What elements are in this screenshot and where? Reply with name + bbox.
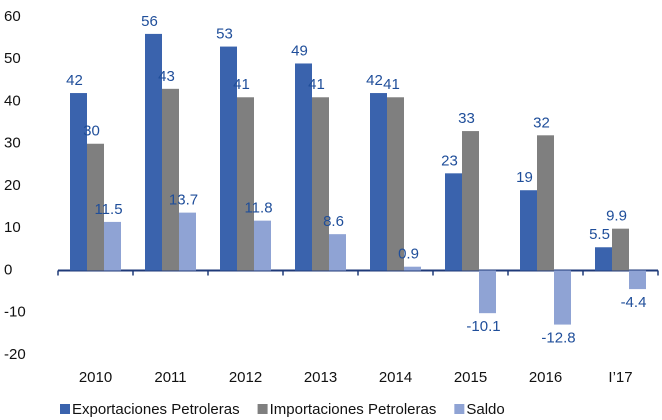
bar bbox=[479, 270, 496, 314]
x-tick-label: 2013 bbox=[304, 369, 337, 386]
y-tick-label: 60 bbox=[4, 8, 21, 25]
y-tick-label: 30 bbox=[4, 135, 21, 152]
bar bbox=[179, 212, 196, 271]
bar bbox=[595, 247, 612, 271]
value-label: 9.9 bbox=[606, 208, 627, 225]
bar bbox=[162, 88, 179, 271]
bar bbox=[295, 63, 312, 271]
x-tick-label: 2014 bbox=[379, 369, 412, 386]
value-label: 49 bbox=[291, 42, 308, 59]
y-tick-label: -20 bbox=[4, 346, 26, 363]
x-tick-label: 2010 bbox=[79, 369, 112, 386]
legend-label: Importaciones Petroleras bbox=[270, 401, 437, 418]
legend-swatch bbox=[60, 404, 70, 414]
value-label: 41 bbox=[233, 76, 250, 93]
bar bbox=[104, 221, 121, 271]
bar bbox=[520, 190, 537, 271]
y-tick-label: 40 bbox=[4, 92, 21, 109]
value-label: 56 bbox=[141, 13, 158, 30]
y-tick-label: -10 bbox=[4, 304, 26, 321]
bar bbox=[387, 97, 404, 271]
bar bbox=[220, 46, 237, 271]
value-label: 5.5 bbox=[589, 226, 610, 243]
bar bbox=[537, 135, 554, 271]
x-tick-label: I’17 bbox=[608, 369, 632, 386]
bar bbox=[87, 143, 104, 271]
value-label: -4.4 bbox=[621, 294, 647, 311]
bar bbox=[370, 93, 387, 271]
value-label: 43 bbox=[158, 68, 175, 85]
value-label: 11.5 bbox=[94, 201, 122, 218]
bar bbox=[145, 33, 162, 271]
value-label: 53 bbox=[216, 26, 233, 43]
bar bbox=[70, 93, 87, 271]
value-label: 19 bbox=[516, 169, 533, 186]
value-label: 11.8 bbox=[244, 200, 272, 217]
value-label: 42 bbox=[66, 72, 83, 89]
value-label: 41 bbox=[308, 76, 325, 93]
value-label: 0.9 bbox=[398, 246, 419, 263]
value-label: 33 bbox=[458, 110, 475, 127]
value-label: 23 bbox=[441, 152, 458, 169]
y-tick-label: 10 bbox=[4, 219, 21, 236]
value-label: -12.8 bbox=[541, 330, 575, 347]
x-tick-label: 2015 bbox=[454, 369, 487, 386]
bar bbox=[445, 173, 462, 271]
bar bbox=[462, 131, 479, 271]
y-tick-label: 0 bbox=[4, 261, 12, 278]
legend-label: Exportaciones Petroleras bbox=[72, 401, 240, 418]
legend-swatch bbox=[257, 404, 268, 414]
bar bbox=[312, 97, 329, 271]
legend-label: Saldo bbox=[466, 401, 504, 418]
y-tick-label: 20 bbox=[4, 177, 21, 194]
legend-swatch bbox=[454, 404, 465, 414]
y-tick-label: 50 bbox=[4, 50, 21, 67]
x-tick-label: 2012 bbox=[229, 369, 262, 386]
value-label: 41 bbox=[383, 76, 400, 93]
value-label: 8.6 bbox=[323, 213, 344, 230]
bar bbox=[404, 266, 421, 271]
bar bbox=[629, 270, 646, 290]
bar bbox=[612, 228, 629, 271]
value-label: 42 bbox=[366, 72, 383, 89]
x-tick-label: 2016 bbox=[529, 369, 562, 386]
value-label: -10.1 bbox=[466, 318, 500, 335]
bar bbox=[237, 97, 254, 271]
value-label: 13.7 bbox=[169, 192, 198, 209]
x-tick-label: 2011 bbox=[154, 369, 186, 386]
bar bbox=[554, 270, 571, 325]
bar bbox=[254, 220, 271, 271]
value-label: 32 bbox=[533, 114, 550, 131]
value-label: 30 bbox=[83, 123, 100, 140]
bar bbox=[329, 234, 346, 271]
